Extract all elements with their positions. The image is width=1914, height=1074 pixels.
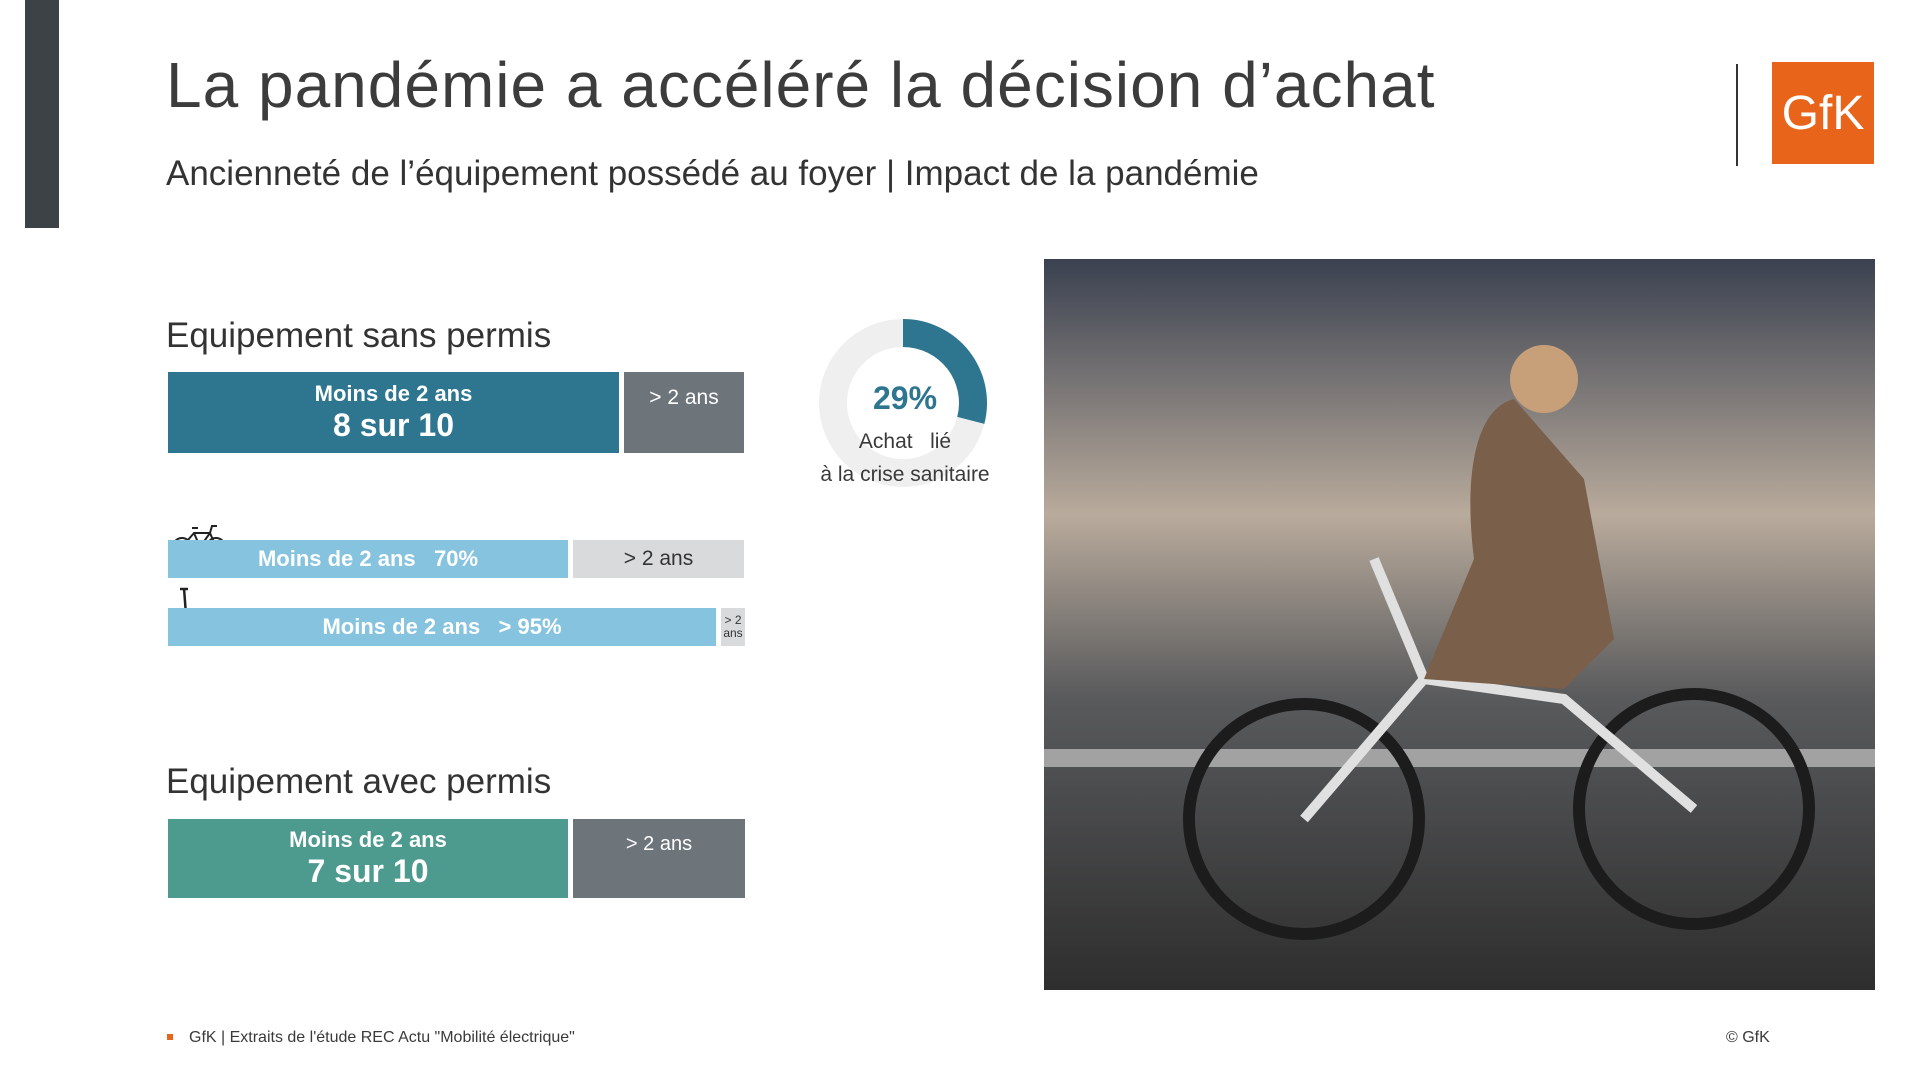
donut-label: 29%	[872, 380, 938, 416]
bar-value: 8 sur 10	[333, 407, 454, 443]
subtitle: Ancienneté de l’équipement possédé au fo…	[166, 154, 1259, 193]
scooter-bar: Moins de 2 ans > 95%	[168, 608, 716, 646]
accent-bar	[25, 0, 59, 228]
rest-bar: > 2 ans	[721, 608, 745, 646]
footer-source: GfK | Extraits de l'étude REC Actu "Mobi…	[189, 1029, 575, 1046]
section-heading: Equipement avec permis	[166, 762, 552, 801]
rest-bar: > 2 ans	[573, 540, 744, 578]
bar-label: Moins de 2 ans	[314, 381, 473, 406]
main-bar: Moins de 2 ans 8 sur 10	[168, 372, 619, 453]
logo-divider	[1736, 64, 1738, 166]
logo: GfK	[1772, 62, 1874, 164]
donut	[819, 319, 987, 487]
bike-bar: Moins de 2 ans 70%	[168, 540, 568, 578]
rest-bar: > 2 ans	[624, 372, 744, 453]
donut-segment	[903, 319, 987, 424]
bar-label: Moins de 2 ans	[289, 827, 447, 852]
bar-value: 7 sur 10	[307, 853, 429, 889]
title: La pandémie a accéléré la décision d’ach…	[166, 49, 1436, 121]
footer-copyright: © GfK	[1726, 1029, 1770, 1046]
donut-caption: Achat lié	[858, 430, 952, 453]
footer-bullet	[167, 1034, 173, 1040]
section-heading: Equipement sans permis	[166, 316, 552, 355]
photo	[1044, 259, 1875, 990]
donut-caption: à la crise sanitaire	[820, 463, 990, 486]
rest-bar: > 2 ans	[573, 819, 745, 898]
main-bar: Moins de 2 ans 7 sur 10	[168, 819, 568, 898]
